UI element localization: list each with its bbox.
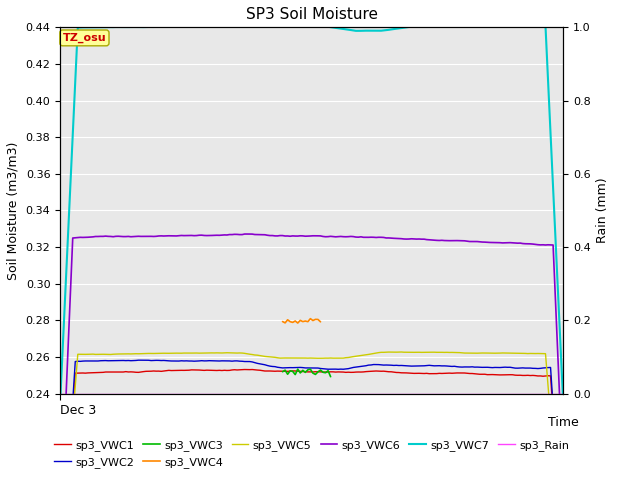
sp3_VWC7 [423, 23, 431, 28]
sp3_VWC1 [150, 368, 157, 374]
sp3_VWC6 [190, 233, 198, 239]
sp3_Rain [150, 391, 157, 396]
sp3_Rain [534, 391, 541, 396]
sp3_VWC5 [150, 350, 157, 356]
sp3_VWC2 [77, 359, 84, 364]
sp3_VWC5 [536, 351, 544, 357]
sp3_VWC7 [86, 24, 94, 30]
Line: sp3_VWC1: sp3_VWC1 [60, 370, 563, 480]
sp3_Rain [516, 391, 524, 396]
Y-axis label: Soil Moisture (m3/m3): Soil Moisture (m3/m3) [7, 141, 20, 280]
sp3_VWC5 [190, 350, 198, 356]
X-axis label: Time: Time [548, 416, 579, 429]
sp3_VWC2 [519, 365, 527, 371]
sp3_VWC1 [86, 370, 94, 376]
Legend: sp3_VWC1, sp3_VWC2, sp3_VWC3, sp3_VWC4, sp3_VWC5, sp3_VWC6, sp3_VWC7, sp3_Rain: sp3_VWC1, sp3_VWC2, sp3_VWC3, sp3_VWC4, … [49, 436, 573, 472]
sp3_VWC6 [559, 478, 567, 480]
sp3_VWC5 [397, 349, 405, 355]
sp3_Rain [86, 391, 94, 396]
sp3_VWC1 [519, 372, 527, 378]
sp3_VWC5 [86, 351, 94, 357]
sp3_VWC6 [519, 240, 527, 246]
sp3_VWC2 [536, 365, 544, 371]
Line: sp3_VWC6: sp3_VWC6 [60, 234, 563, 480]
sp3_VWC5 [519, 350, 527, 356]
sp3_VWC7 [519, 24, 527, 29]
sp3_VWC1 [241, 367, 248, 372]
sp3_VWC7 [190, 24, 198, 29]
sp3_VWC1 [190, 367, 198, 373]
sp3_VWC5 [77, 351, 84, 357]
Line: sp3_VWC4: sp3_VWC4 [283, 319, 321, 323]
Text: TZ_osu: TZ_osu [63, 33, 106, 43]
sp3_VWC1 [536, 373, 544, 379]
sp3_VWC6 [77, 234, 84, 240]
Title: SP3 Soil Moisture: SP3 Soil Moisture [246, 7, 378, 22]
sp3_VWC2 [134, 357, 142, 363]
sp3_Rain [190, 391, 198, 396]
sp3_VWC7 [559, 400, 567, 406]
sp3_VWC6 [241, 231, 248, 237]
sp3_VWC7 [77, 24, 84, 30]
sp3_VWC6 [536, 242, 544, 248]
sp3_VWC6 [86, 234, 94, 240]
sp3_Rain [56, 391, 64, 396]
Line: sp3_VWC7: sp3_VWC7 [60, 25, 563, 404]
Y-axis label: Rain (mm): Rain (mm) [596, 178, 609, 243]
sp3_VWC7 [56, 401, 64, 407]
sp3_VWC7 [150, 24, 157, 30]
sp3_Rain [559, 391, 567, 396]
sp3_Rain [77, 391, 84, 396]
Line: sp3_VWC5: sp3_VWC5 [60, 352, 563, 480]
Line: sp3_VWC2: sp3_VWC2 [60, 360, 563, 480]
sp3_VWC7 [536, 24, 544, 29]
sp3_VWC1 [77, 370, 84, 376]
sp3_VWC6 [150, 234, 157, 240]
sp3_VWC2 [193, 358, 200, 364]
sp3_VWC2 [152, 358, 160, 363]
sp3_VWC2 [86, 358, 94, 364]
Line: sp3_VWC3: sp3_VWC3 [283, 369, 331, 377]
